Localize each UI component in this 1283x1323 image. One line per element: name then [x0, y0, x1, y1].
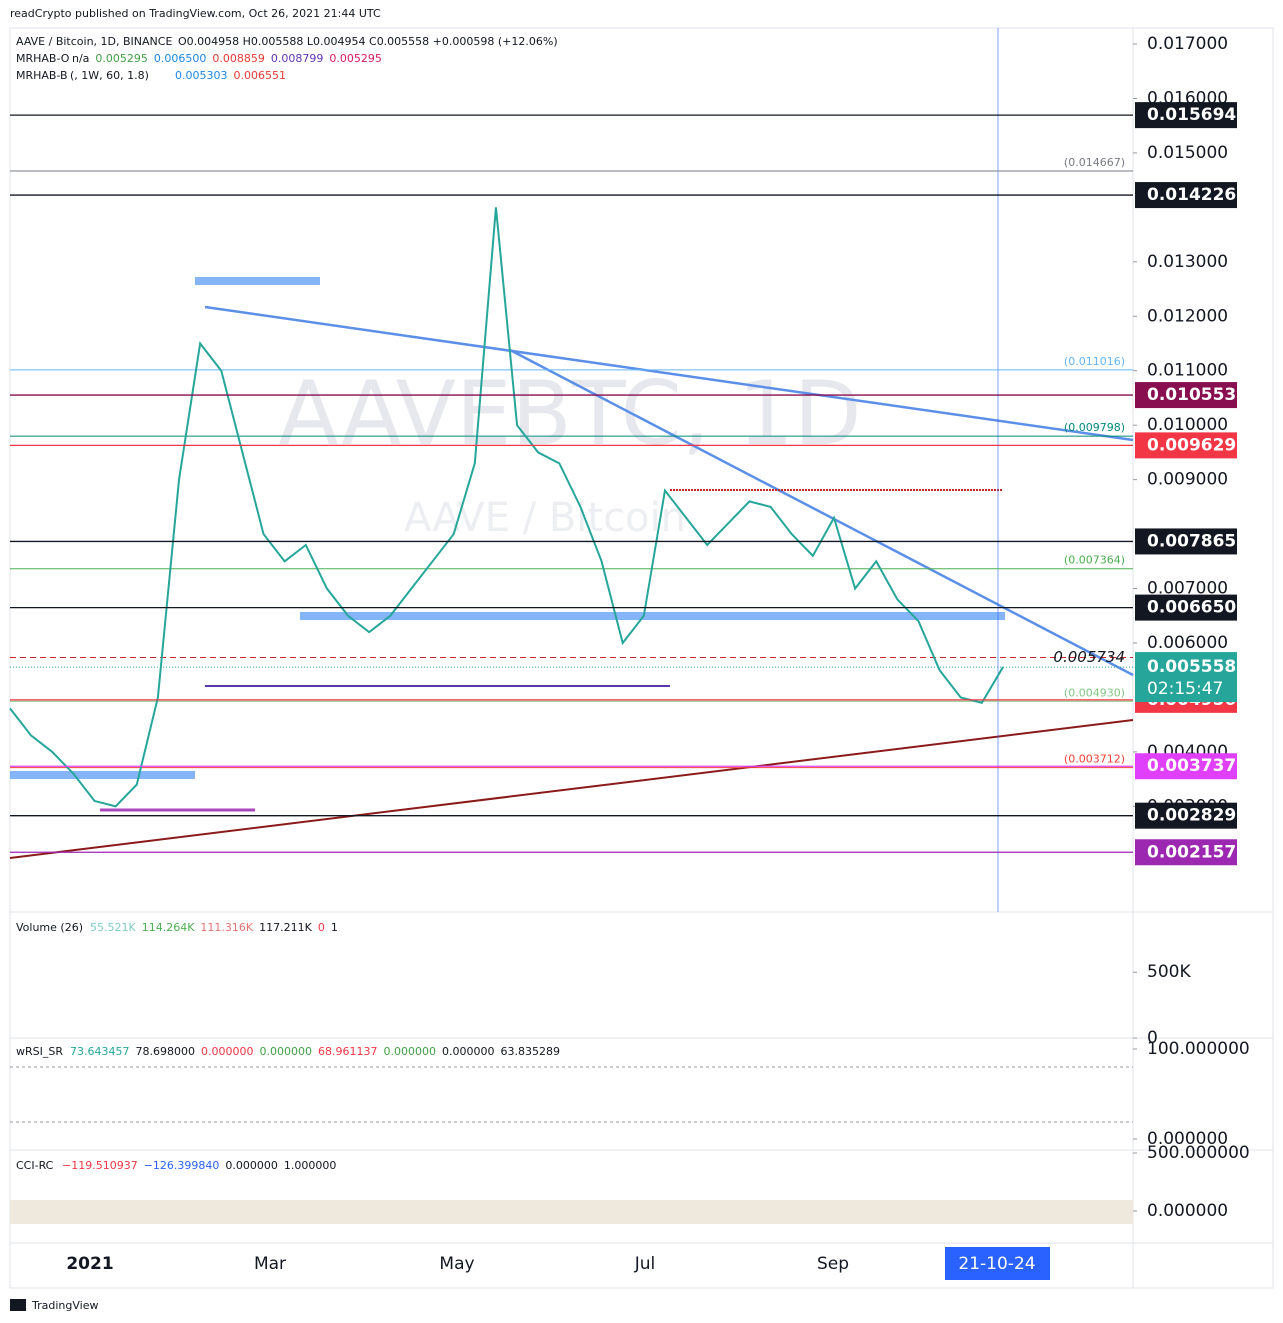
legend-value: 63.835289: [501, 1045, 561, 1058]
level-label: (0.011016): [1064, 355, 1125, 368]
cursor-time-box: [945, 1247, 1050, 1280]
y-tick-label: 0: [1147, 1028, 1158, 1048]
legend-value: 117.211K: [259, 921, 312, 934]
ohlc-legend: O0.004958 H0.005588 L0.004954 C0.005558 …: [178, 35, 558, 48]
legend-value: 0.000000: [384, 1045, 437, 1058]
indicator-params: (, 1W, 60, 1.8): [70, 69, 149, 82]
y-tick-label: 0.000000: [1147, 1201, 1228, 1221]
price-tag-label: 0.002829: [1147, 806, 1236, 826]
legend-value: 0.000000: [442, 1045, 495, 1058]
price-tag: [1135, 102, 1237, 129]
legend-value: 0.000000: [225, 1159, 278, 1172]
level-label: (0.014667): [1064, 156, 1125, 169]
legend-value: 0.008859: [212, 52, 265, 65]
trend-line: [509, 348, 1134, 677]
countdown: 02:15:47: [1147, 679, 1223, 699]
x-tick-label: Mar: [254, 1254, 286, 1274]
price-tag-label: 0.003737: [1147, 756, 1236, 776]
x-tick-label: May: [439, 1254, 474, 1274]
legend-value: 78.698000: [136, 1045, 196, 1058]
legend-value: −119.510937: [62, 1159, 138, 1172]
legend-value: 0.005303: [175, 69, 228, 82]
level-label: (0.004930): [1064, 686, 1125, 699]
y-tick-label: 500.000000: [1147, 1143, 1250, 1163]
level-label: (0.009798): [1064, 421, 1125, 434]
legend-value: 55.521K: [90, 921, 136, 934]
y-tick-label: 0.010000: [1147, 415, 1228, 435]
legend-value: 0.000000: [260, 1045, 313, 1058]
price-tag: [1135, 753, 1237, 780]
legend-value: 68.961137: [318, 1045, 378, 1058]
price-tag-label: 0.007865: [1147, 531, 1236, 551]
price-tag-label: 0.010553: [1147, 385, 1236, 405]
price-tag: [1135, 432, 1237, 459]
price-tag: [1135, 528, 1237, 555]
price-tag-label: 0.006650: [1147, 598, 1236, 618]
y-tick-label: 0.012000: [1147, 306, 1228, 326]
price-tag: [1135, 839, 1237, 866]
price-tag: [1135, 594, 1237, 621]
legend-value: 73.643457: [70, 1045, 130, 1058]
watermark-sub: AAVE / Bitcoin: [404, 495, 686, 541]
cci-band: [10, 1200, 1133, 1224]
level-label: 0.005734: [1053, 648, 1125, 666]
price-tag-label: 0.002157: [1147, 842, 1236, 862]
price-tag-label: 0.015694: [1147, 105, 1236, 125]
last-price-tag: [1135, 652, 1237, 703]
footer-brand: TradingView: [31, 1299, 98, 1312]
trend-line: [204, 305, 1134, 442]
price-tag-label: 0.014226: [1147, 185, 1236, 205]
cci-legend: CCI-RC: [16, 1159, 54, 1172]
legend-value: 111.316K: [200, 921, 253, 934]
x-tick-label: Sep: [817, 1254, 849, 1274]
price-line: [9, 207, 1004, 808]
legend-value: 114.264K: [142, 921, 195, 934]
legend-value: 0: [318, 921, 325, 934]
y-tick-label: 0.009000: [1147, 470, 1228, 490]
y-tick-label: 0.013000: [1147, 252, 1228, 272]
logo: [10, 1299, 26, 1311]
legend-value: 0.008799: [271, 52, 324, 65]
y-tick-label: 100.000000: [1147, 1039, 1250, 1059]
trend-line: [9, 719, 1134, 859]
y-tick-label: 0.006000: [1147, 633, 1228, 653]
legend-value: n/a: [72, 52, 89, 65]
price-tag: [1135, 802, 1237, 829]
last-price-label: 0.005558: [1147, 657, 1236, 677]
legend-value: 0.000000: [201, 1045, 254, 1058]
x-tick-label: Jul: [634, 1254, 656, 1274]
legend-value: 0.006500: [154, 52, 207, 65]
level-label: (0.007364): [1064, 554, 1125, 567]
watermark: AAVEBTC, 1D: [278, 362, 861, 465]
y-tick-label: 0.000000: [1147, 1129, 1228, 1149]
legend-value: −126.399840: [144, 1159, 220, 1172]
price-tag-label: 0.009629: [1147, 435, 1236, 455]
publisher: readCrypto published on TradingView.com,…: [10, 7, 381, 20]
legend-value: 1: [331, 921, 338, 934]
price-tag: [1135, 382, 1237, 409]
y-tick-label: 500K: [1147, 962, 1191, 982]
y-tick-label: 0.007000: [1147, 579, 1228, 599]
y-tick-label: 0.011000: [1147, 361, 1228, 381]
volume-legend: Volume (26): [16, 921, 83, 934]
x-tick-label: 2021: [66, 1254, 113, 1274]
legend-value: 0.005295: [329, 52, 382, 65]
legend-value: 0.005295: [95, 52, 148, 65]
indicator-legend: MRHAB-O: [16, 52, 70, 65]
y-tick-label: 0.017000: [1147, 34, 1228, 54]
cursor-time: 21-10-24: [958, 1254, 1035, 1274]
indicator-legend: MRHAB-B: [16, 69, 68, 82]
wrsi-legend: wRSI_SR: [16, 1045, 63, 1058]
symbol-legend: AAVE / Bitcoin, 1D, BINANCE: [16, 35, 172, 48]
y-tick-label: 0.015000: [1147, 143, 1228, 163]
level-label: (0.003712): [1064, 753, 1125, 766]
legend-value: 0.006551: [234, 69, 287, 82]
frame: [9, 27, 1274, 1289]
price-tag: [1135, 182, 1237, 209]
legend-value: 1.000000: [284, 1159, 337, 1172]
